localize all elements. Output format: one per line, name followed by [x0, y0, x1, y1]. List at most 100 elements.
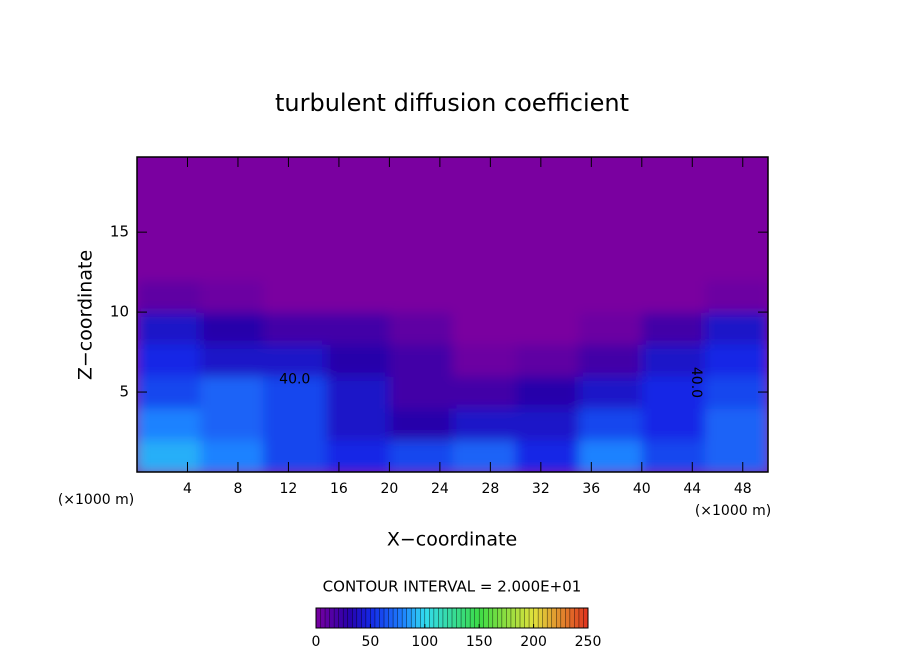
x-tick-label: 32: [532, 481, 550, 497]
x-tick-label: 20: [380, 481, 398, 497]
colorbar-segment: [316, 608, 321, 628]
cell: [137, 216, 201, 249]
cell: [578, 408, 643, 441]
cell: [389, 248, 453, 281]
colorbar-segment: [370, 608, 376, 628]
colorbar-segment: [329, 608, 335, 628]
colorbar-segment: [374, 608, 380, 628]
cell: [515, 248, 580, 281]
cell: [389, 216, 453, 249]
cell: [452, 216, 517, 249]
cell: [326, 344, 390, 377]
cell: [200, 248, 264, 281]
cell: [452, 157, 517, 185]
cell: [263, 408, 327, 441]
cell: [263, 216, 327, 249]
colorbar-segment: [529, 608, 534, 628]
cell: [389, 408, 453, 441]
colorbar-segment: [533, 608, 539, 628]
colorbar-segment: [515, 608, 521, 628]
colorbar-segment: [465, 608, 471, 628]
cell: [704, 312, 768, 345]
cell: [200, 184, 264, 217]
cell: [326, 248, 390, 281]
colorbar-segment: [506, 608, 512, 628]
cell: [515, 184, 580, 217]
colorbar: 0 50 100 150 200 250: [312, 607, 602, 650]
colorbar-segment: [456, 608, 462, 628]
cell: [641, 248, 706, 281]
cell: [137, 157, 201, 185]
cell: [578, 312, 643, 345]
colorbar-segment: [565, 608, 571, 628]
colorbar-segment: [320, 608, 326, 628]
colorbar-segment: [379, 608, 385, 628]
y-tick-label: 5: [119, 383, 129, 401]
cell: [704, 376, 768, 409]
colorbar-segment: [497, 608, 503, 628]
contour-label: 40.0: [279, 371, 310, 387]
x-axis-label: X−coordinate: [387, 529, 517, 551]
cell: [137, 184, 201, 217]
colorbar-segment: [501, 608, 507, 628]
cells: [137, 157, 768, 472]
cell: [452, 344, 517, 377]
cell: [137, 280, 201, 313]
colorbar-tick-label: 200: [520, 634, 547, 650]
cell: [326, 440, 390, 472]
cell: [326, 280, 390, 313]
colorbar-segment: [361, 608, 367, 628]
cell: [137, 408, 201, 441]
colorbar-segment: [492, 608, 498, 628]
cell: [200, 157, 264, 185]
colorbar-segment: [547, 608, 553, 628]
cell: [200, 344, 264, 377]
colorbar-segment: [393, 608, 398, 628]
colorbar-segment: [520, 608, 525, 628]
cell: [263, 280, 327, 313]
colorbar-segment: [583, 608, 589, 628]
colorbar-segment: [479, 608, 485, 628]
cell: [452, 248, 517, 281]
cell: [515, 440, 580, 472]
cell: [137, 248, 201, 281]
cell: [641, 408, 706, 441]
cell: [641, 157, 706, 185]
colorbar-segment: [433, 608, 439, 628]
cell: [326, 157, 390, 185]
cell: [641, 440, 706, 472]
colorbar-segment: [470, 608, 475, 628]
colorbar-segment: [542, 608, 548, 628]
x-tick-label: 28: [481, 481, 499, 497]
contour-label: 40.0: [688, 367, 704, 398]
cell: [389, 312, 453, 345]
cell: [578, 157, 643, 185]
cell: [452, 408, 517, 441]
cell: [326, 312, 390, 345]
cell: [452, 280, 517, 313]
colorbar-segment: [338, 608, 344, 628]
colorbar-segment: [352, 608, 358, 628]
colorbar-segment: [560, 608, 566, 628]
cell: [578, 184, 643, 217]
cell: [389, 184, 453, 217]
cell: [200, 376, 264, 409]
cell: [515, 280, 580, 313]
cell: [389, 157, 453, 185]
colorbar-tick-label: 250: [575, 634, 602, 650]
colorbar-segment: [474, 608, 480, 628]
cell: [641, 216, 706, 249]
x-tick-label: 4: [183, 481, 192, 497]
colorbar-segment: [461, 608, 466, 628]
colorbar-segment: [384, 608, 389, 628]
colorbar-segment: [420, 608, 426, 628]
cell: [452, 440, 517, 472]
cell: [200, 216, 264, 249]
colorbar-segment: [551, 608, 557, 628]
cell: [452, 376, 517, 409]
cell: [704, 184, 768, 217]
cell: [137, 312, 201, 345]
colorbar-segment: [424, 608, 430, 628]
colorbar-segment: [334, 608, 339, 628]
